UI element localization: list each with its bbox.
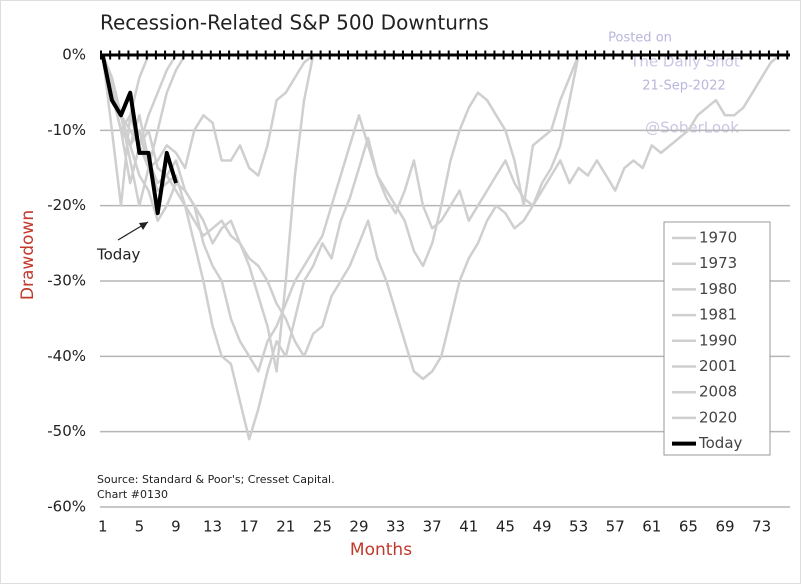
x-tick-label: 37 [423, 518, 442, 536]
y-tick-label: -30% [47, 272, 86, 290]
source: Source: Standard & Poor's; Cresset Capit… [97, 473, 335, 486]
x-axis-label: Months [350, 540, 412, 560]
watermark: The Daily Shot [629, 53, 740, 71]
x-tick-label: 1 [98, 518, 108, 536]
legend-label: 1981 [699, 306, 737, 324]
x-tick-label: 45 [496, 518, 515, 536]
x-tick-label: 13 [203, 518, 222, 536]
legend-label: 1970 [699, 229, 737, 247]
x-tick-label: 69 [715, 518, 734, 536]
y-axis-label: Drawdown [18, 210, 38, 300]
legend-label: 1990 [699, 331, 737, 349]
series-line [101, 54, 580, 381]
x-tick-label: 5 [135, 518, 145, 536]
legend-label: 2020 [699, 408, 737, 426]
x-tick-label: 41 [459, 518, 478, 536]
x-tick-label: 65 [679, 518, 698, 536]
legend-box [663, 221, 771, 456]
y-tick-label: -60% [47, 498, 86, 516]
series-line [101, 54, 781, 441]
legend-label: 2001 [699, 357, 737, 375]
watermark: 21-Sep-2022 [642, 79, 726, 94]
annotation-arrowhead [139, 222, 148, 230]
y-tick-label: -50% [47, 422, 86, 440]
x-tick-label: 25 [313, 518, 332, 536]
x-tick-label: 21 [276, 518, 295, 536]
x-tick-label: 17 [240, 518, 259, 536]
legend-label: 2008 [699, 383, 737, 401]
y-tick-label: -20% [47, 196, 86, 214]
watermark: Posted on [608, 31, 672, 46]
legend-label: 1980 [699, 280, 737, 298]
series-line [100, 54, 178, 216]
x-tick-label: 53 [569, 518, 588, 536]
chart-title: Recession-Related S&P 500 Downturns [100, 11, 489, 35]
legend-label: Today [698, 434, 743, 452]
y-tick-label: 0% [62, 46, 86, 64]
legend-label: 1973 [699, 254, 737, 272]
series-line [101, 54, 580, 373]
chart-id: Chart #0130 [97, 488, 168, 501]
x-tick-label: 61 [642, 518, 661, 536]
x-tick-label: 9 [171, 518, 181, 536]
watermark: @SoberLook [645, 119, 739, 137]
series-line [101, 54, 150, 207]
x-tick-label: 57 [606, 518, 625, 536]
x-tick-label: 73 [752, 518, 771, 536]
annotation: Today [96, 246, 141, 264]
y-tick-label: -40% [47, 347, 86, 365]
x-tick-label: 29 [349, 518, 368, 536]
x-tick-label: 49 [532, 518, 551, 536]
x-tick-label: 33 [386, 518, 405, 536]
y-tick-label: -10% [47, 121, 86, 139]
